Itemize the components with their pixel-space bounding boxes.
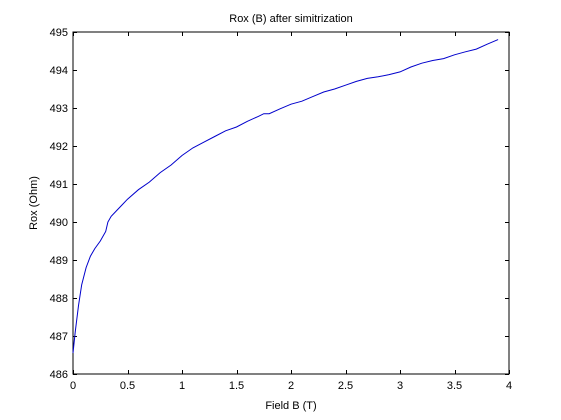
x-tick-label: 3.5 <box>447 380 462 392</box>
y-tick-label: 495 <box>50 27 68 39</box>
y-tick-label: 490 <box>50 217 68 229</box>
x-tick-label: 0 <box>70 380 76 392</box>
y-tick-label: 487 <box>50 331 68 343</box>
y-tick-label: 489 <box>50 255 68 267</box>
y-tick-label: 488 <box>50 293 68 305</box>
y-tick-label: 493 <box>50 103 68 115</box>
y-tick-label: 492 <box>50 141 68 153</box>
y-tick-label: 491 <box>50 179 68 191</box>
x-tick-label: 2.5 <box>338 380 353 392</box>
chart-title: Rox (B) after simitrization <box>229 13 352 25</box>
x-axis-label: Field B (T) <box>265 400 316 412</box>
y-tick-labels: 486 487 488 489 490 491 492 493 494 495 <box>50 27 68 381</box>
x-tick-label: 0.5 <box>120 380 135 392</box>
y-axis-label: Rox (Ohm) <box>28 176 40 230</box>
ticks <box>73 32 510 375</box>
x-tick-label: 1 <box>179 380 185 392</box>
x-tick-label: 1.5 <box>229 380 244 392</box>
series-line <box>72 39 499 354</box>
x-tick-label: 3 <box>397 380 403 392</box>
x-tick-label: 4 <box>506 380 512 392</box>
x-tick-labels: 0 0.5 1 1.5 2 2.5 3 3.5 4 <box>70 380 512 392</box>
y-tick-label: 494 <box>50 65 68 77</box>
x-tick-label: 2 <box>288 380 294 392</box>
y-tick-label: 486 <box>50 369 68 381</box>
plot-area <box>72 31 510 375</box>
